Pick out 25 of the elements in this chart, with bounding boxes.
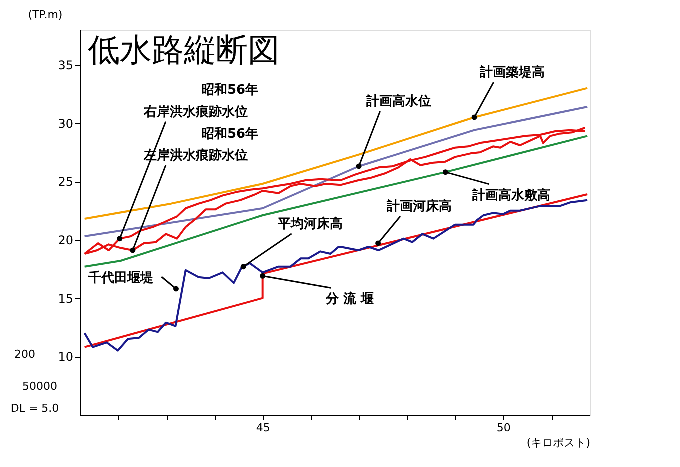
text: 200 [14,348,36,361]
annotation: 千代田堰堤 [88,270,154,286]
annotation: 昭和56年 [201,126,259,142]
y-tick-label: 25 [58,175,74,190]
y-tick-label: 35 [58,58,74,72]
annotation: 計画高水敷高 [472,187,551,204]
text: DL = 5.0 [10,402,60,415]
y-axis-title: (TP.m) [28,8,63,22]
y-tick-label: 10 [58,350,74,364]
line-series [84,106,589,238]
x-axis-title: (キロポスト) [526,436,590,450]
annotation: 分 流 堰 [324,291,374,308]
chart-title: 低水路縦断図 [88,31,280,69]
y-tick-label: 15 [58,292,74,306]
annotation: 計画築堤高 [479,64,546,80]
annotation: 右岸洪水痕跡水位 [142,104,248,120]
x-tick-label: 45 [256,422,270,434]
annotation: 昭和56年 [201,82,259,98]
annotation: 計画高水位 [366,94,432,110]
annotation: 計画河床高 [386,198,452,214]
text: 50000 [22,380,58,393]
y-tick-label: 30 [58,116,74,131]
annotation: 平均河床高 [277,216,344,232]
x-tick-label: 50 [496,422,511,434]
y-tick-label: 20 [58,234,74,248]
